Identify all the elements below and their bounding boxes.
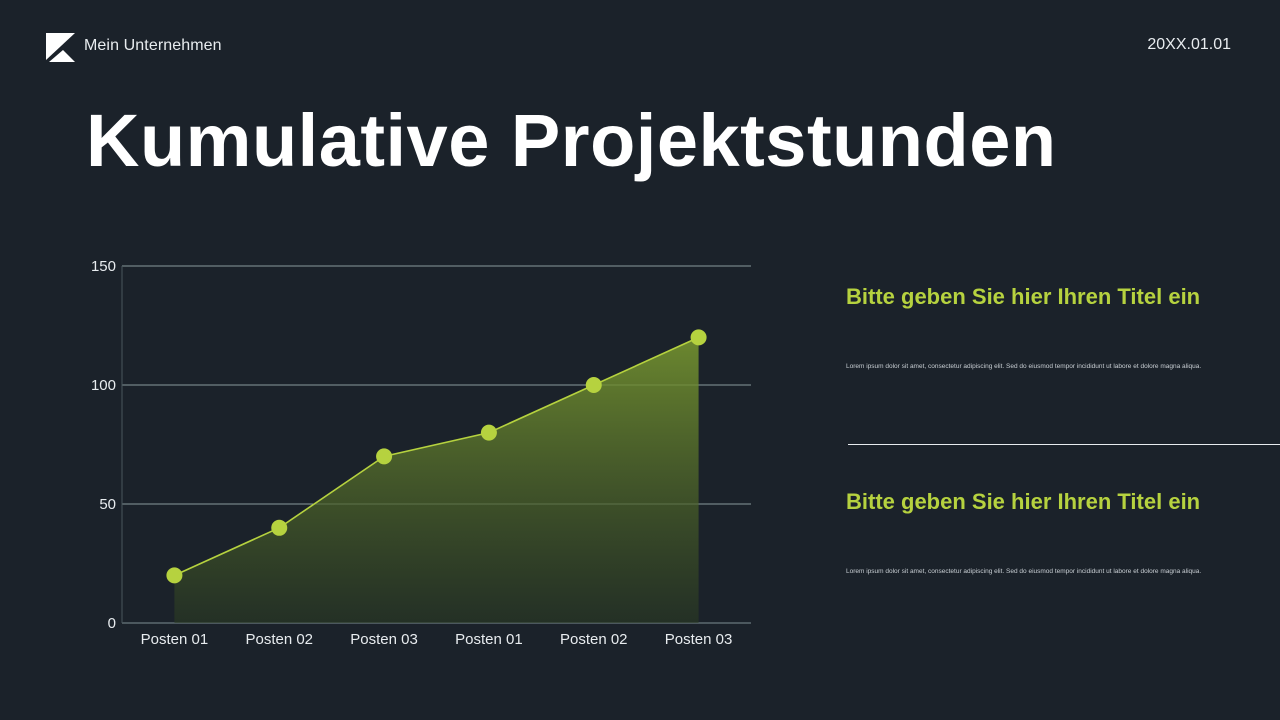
y-tick-label: 50 bbox=[99, 496, 116, 513]
data-point-marker bbox=[166, 567, 183, 584]
data-point-marker bbox=[480, 424, 497, 441]
divider bbox=[848, 444, 1280, 445]
x-tick-label: Posten 01 bbox=[141, 631, 209, 648]
date-label: 20XX.01.01 bbox=[1147, 36, 1231, 53]
chart-line bbox=[174, 336, 699, 577]
section-title: Bitte geben Sie hier Ihren Titel ein bbox=[846, 489, 1201, 514]
y-axis-ticks: 0 50 100 150 bbox=[91, 258, 116, 632]
k-logo-icon bbox=[46, 33, 75, 62]
page-title: Kumulative Projektstunden bbox=[86, 99, 1057, 182]
x-tick-label: Posten 03 bbox=[350, 631, 418, 648]
y-tick-label: 0 bbox=[108, 615, 116, 632]
x-tick-label: Posten 01 bbox=[455, 631, 523, 648]
x-axis-ticks: Posten 01 Posten 02 Posten 03 Posten 01 Post… bbox=[141, 631, 733, 648]
section-title: Bitte geben Sie hier Ihren Titel ein bbox=[846, 284, 1201, 309]
data-point-marker bbox=[690, 329, 707, 346]
x-tick-label: Posten 02 bbox=[245, 631, 313, 648]
y-tick-label: 150 bbox=[91, 258, 116, 275]
x-tick-label: Posten 02 bbox=[560, 631, 628, 648]
text-section-1: Bitte geben Sie hier Ihren Titel ein Lor… bbox=[846, 284, 1266, 370]
company-name: Mein Unternehmen bbox=[84, 37, 222, 54]
chart-area-fill bbox=[174, 337, 699, 623]
text-section-2: Bitte geben Sie hier Ihren Titel ein Lor… bbox=[846, 489, 1266, 575]
data-point-marker bbox=[271, 519, 288, 536]
section-body: Lorem ipsum dolor sit amet, consectetur … bbox=[846, 363, 1202, 370]
y-tick-label: 100 bbox=[91, 377, 116, 394]
chart-markers bbox=[166, 329, 707, 584]
data-point-marker bbox=[376, 448, 393, 465]
section-body: Lorem ipsum dolor sit amet, consectetur … bbox=[846, 568, 1202, 575]
data-point-marker bbox=[585, 377, 602, 393]
x-tick-label: Posten 03 bbox=[665, 631, 733, 648]
